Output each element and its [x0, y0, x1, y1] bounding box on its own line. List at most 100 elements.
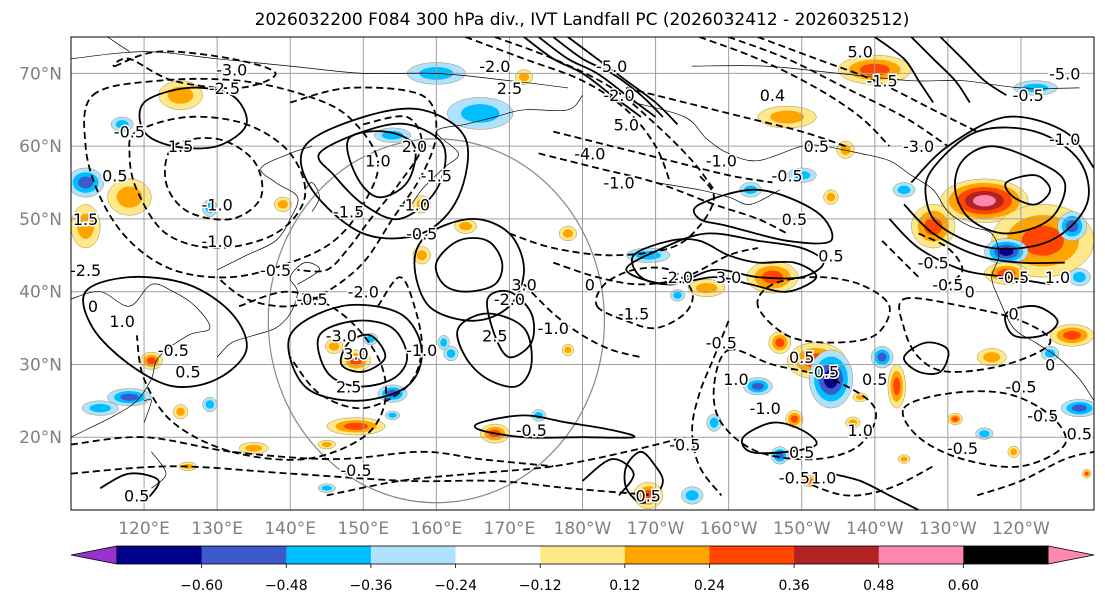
divergence-fill-42 — [202, 396, 218, 412]
contour-solid-50 — [567, 37, 679, 125]
coastline-3 — [304, 182, 320, 212]
colorbar-tick-label: −0.48 — [265, 578, 308, 594]
contour-label-55: -0.5 — [1005, 377, 1036, 396]
colorbar-tick-label: −0.12 — [519, 578, 562, 594]
y-tick-label: 70°N — [19, 64, 62, 84]
ivt-contours-layer — [71, 37, 1094, 510]
contour-label-59: -0.5 — [947, 439, 978, 458]
contour-dashed-0 — [112, 50, 277, 90]
colorbar-tick-label: 0.60 — [948, 578, 979, 594]
contour-label-70: -0.5 — [669, 436, 700, 455]
x-axis-tick-labels: 120°E 130°E 140°E 150°E 160°E 170°E 180°W 170°W… — [118, 519, 1050, 539]
colorbar-swatch — [794, 546, 880, 564]
coastline-8 — [655, 182, 780, 205]
colorbar-swatch — [878, 546, 964, 564]
colorbar-swatch — [286, 546, 372, 564]
contour-label-64: -0.5 — [808, 363, 839, 382]
contour-solid-35 — [434, 237, 504, 293]
landfall-region-outline — [267, 138, 606, 504]
contour-label-37: 0.5 — [782, 210, 807, 229]
contour-label-43: 5.0 — [847, 43, 872, 62]
y-tick-label: 30°N — [19, 355, 62, 375]
contour-label-73: -0.5 — [340, 461, 371, 480]
colorbar-swatch — [963, 546, 1049, 564]
contour-label-56: 0 — [1045, 355, 1055, 374]
divergence-fill-18 — [757, 105, 817, 129]
colorbar-swatch — [624, 546, 710, 564]
divergence-fill-56 — [887, 364, 906, 409]
divergence-fill-61 — [801, 474, 817, 487]
contour-label-42: 0.5 — [804, 137, 829, 156]
divergence-fill-73 — [680, 486, 704, 505]
x-tick-label: 160°W — [700, 519, 758, 539]
x-tick-label: 160°E — [411, 519, 463, 539]
contour-dashed-27 — [901, 390, 1067, 468]
divergence-fill-35 — [325, 338, 344, 354]
contour-label-8: -1.0 — [202, 232, 233, 251]
contour-dashed-31 — [976, 450, 1094, 497]
contour-label-47: -5.0 — [1049, 64, 1080, 83]
contour-dashed-7 — [135, 290, 387, 461]
divergence-fill-15 — [746, 260, 799, 294]
divergence-fill-52 — [768, 331, 791, 354]
coastlines-layer — [71, 37, 1094, 504]
colorbar-swatch — [540, 546, 626, 564]
divergence-fill-6 — [273, 196, 292, 212]
contour-label-29: -2.0 — [603, 86, 634, 105]
contour-label-66: 1.0 — [847, 421, 872, 440]
contour-label-72: -0.5 — [516, 421, 547, 440]
contour-dashed-19 — [509, 174, 715, 257]
contour-label-40: -0.5 — [771, 166, 802, 185]
contour-label-34: -1.5 — [618, 305, 649, 324]
contour-label-31: -4.0 — [574, 144, 605, 163]
divergence-fill-58 — [785, 410, 804, 428]
colorbar-swatch — [370, 546, 457, 564]
divergence-fill-13 — [412, 246, 431, 265]
divergence-fill-0 — [158, 80, 203, 111]
map-frame — [70, 36, 1095, 511]
contour-label-13: 3.0 — [343, 345, 368, 364]
contour-solid-51 — [874, 37, 934, 103]
contour-dashed-22 — [523, 283, 642, 359]
contour-solid-40 — [316, 319, 409, 388]
divergence-fill-31 — [1068, 268, 1091, 287]
coastline-10 — [692, 65, 1080, 89]
divergence-fill-67 — [1049, 324, 1094, 347]
contour-dashed-17 — [757, 37, 978, 133]
divergence-fill-8 — [447, 97, 514, 130]
contour-label-53: 0 — [965, 283, 975, 302]
contour-label-23: 2.5 — [497, 79, 522, 98]
x-tick-label: 170°E — [484, 519, 536, 539]
contour-label-74: 0.5 — [124, 486, 149, 505]
contour-label-21: -1.5 — [421, 166, 452, 185]
divergence-fill-66 — [1041, 346, 1060, 362]
contour-label-33: 0 — [585, 275, 595, 294]
contour-label-76: 1.5 — [73, 210, 98, 229]
contour-label-51: -0.5 — [998, 268, 1029, 287]
contour-label-67: 0.5 — [789, 443, 814, 462]
contour-label-3: 1.5 — [168, 137, 193, 156]
contour-label-18: 2.0 — [402, 137, 427, 156]
contour-label-30: 5.0 — [614, 115, 639, 134]
contour-solid-47 — [523, 37, 642, 118]
contour-label-20: -0.5 — [406, 224, 437, 243]
contour-dashed-15 — [699, 37, 891, 147]
contour-label-77: 0.5 — [102, 166, 127, 185]
contour-label-49: -0.5 — [918, 254, 949, 273]
contour-label-46: -0.5 — [1013, 86, 1044, 105]
divergence-fill-4 — [71, 204, 101, 249]
contour-label-32: -1.0 — [603, 174, 634, 193]
colorbar-tick-label: 0.48 — [863, 578, 894, 594]
divergence-fill-33 — [669, 289, 685, 302]
x-tick-label: 120°W — [992, 519, 1050, 539]
contour-label-48: -1.0 — [1049, 130, 1080, 149]
contour-solid-53 — [939, 37, 1007, 96]
coastline-9 — [71, 51, 568, 89]
contour-label-63: 0.5 — [789, 348, 814, 367]
divergence-fill-2 — [71, 167, 105, 198]
contour-label-68: -0.5 — [779, 468, 810, 487]
y-tick-label: 20°N — [19, 428, 62, 448]
colorbar-swatch — [201, 546, 287, 564]
divergence-fill-69 — [975, 427, 994, 440]
